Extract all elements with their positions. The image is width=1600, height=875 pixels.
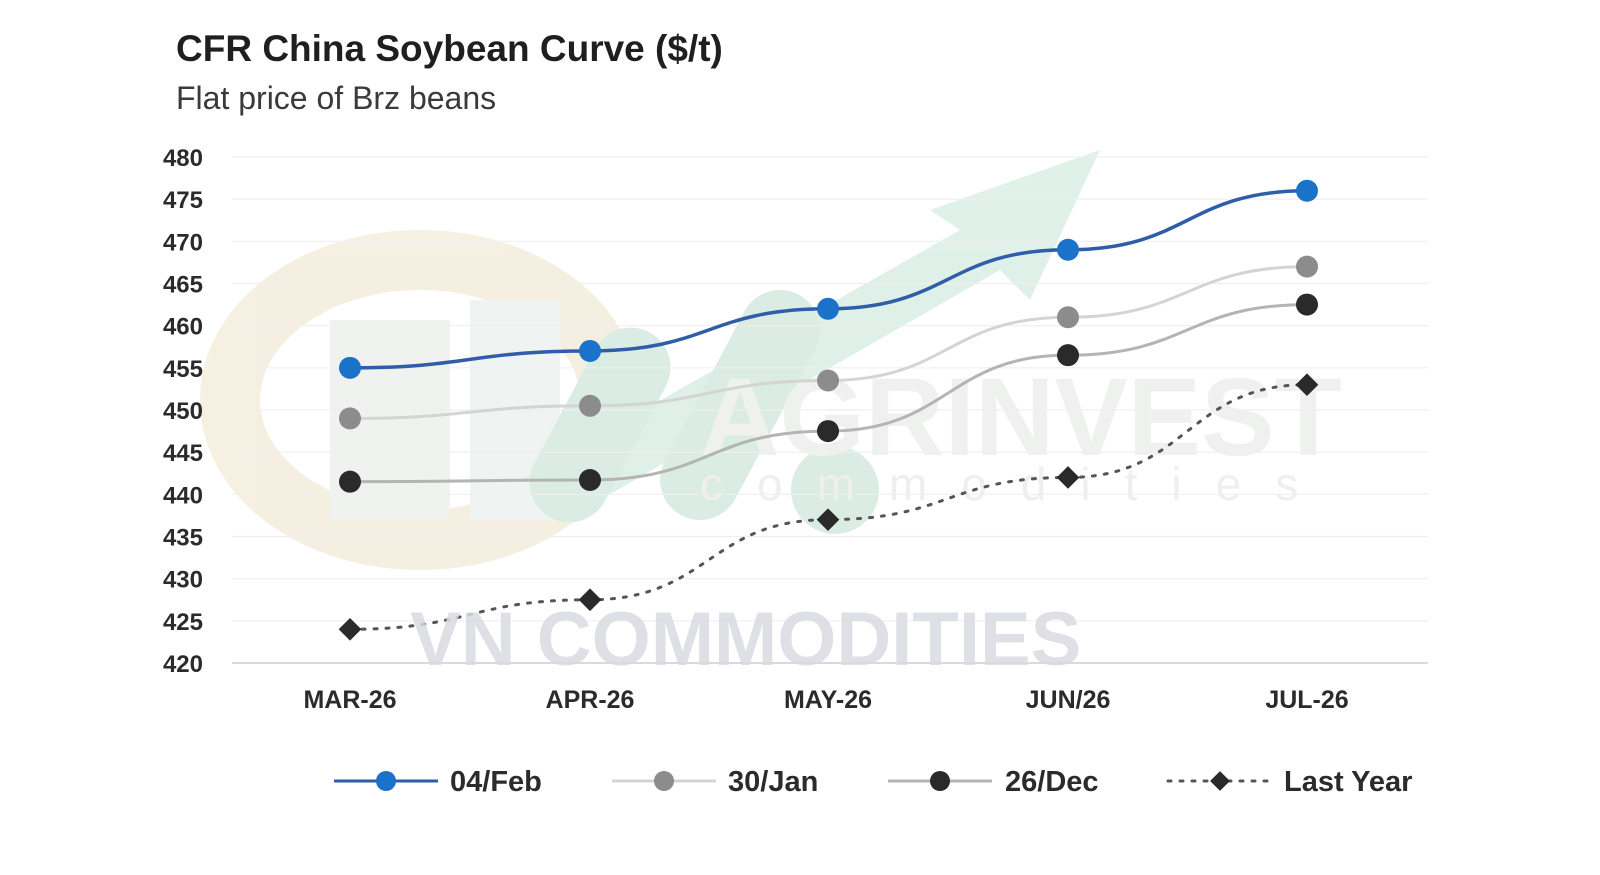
series-26-dec [339, 293, 1318, 493]
data-point [1057, 238, 1079, 261]
y-tick-label: 450 [163, 398, 203, 425]
watermark-dot [791, 446, 879, 534]
series-last-year [338, 373, 1319, 641]
data-point [1057, 306, 1079, 329]
data-point [817, 420, 839, 443]
data-point [579, 468, 601, 491]
series-30-jan [339, 255, 1318, 430]
y-tick-label: 470 [163, 229, 203, 256]
data-point [339, 356, 361, 379]
y-tick-label: 430 [163, 567, 203, 594]
watermark-bar [529, 327, 671, 523]
data-point [1296, 179, 1318, 202]
x-tick-label: MAY-26 [784, 686, 872, 714]
watermark-brand-sub: commodities [700, 458, 1332, 510]
series-04-feb [339, 179, 1318, 379]
legend: 04/Feb 30/Jan 26/Dec Last Year [334, 766, 1412, 798]
y-tick-label: 425 [163, 609, 203, 636]
data-point-diamond [338, 617, 362, 641]
legend-item-last-year: Last Year [1166, 766, 1412, 798]
grid-layer [232, 156, 1428, 664]
legend-item-30-jan: 30/Jan [612, 766, 818, 798]
y-tick-label: 440 [163, 482, 203, 509]
series-line [348, 383, 1309, 631]
data-point [339, 470, 361, 493]
y-tick-label: 435 [163, 525, 203, 552]
legend-item-26-dec: 26/Dec [888, 766, 1099, 798]
legend-marker [930, 771, 950, 791]
x-tick-label: JUL-26 [1265, 686, 1348, 714]
legend-label: 04/Feb [450, 766, 542, 798]
data-point [1296, 255, 1318, 278]
chart-title: CFR China Soybean Curve ($/t) [176, 28, 723, 69]
y-tick-label: 445 [163, 440, 203, 467]
legend-label: 30/Jan [728, 766, 818, 798]
legend-item-04-feb: 04/Feb [334, 766, 542, 798]
watermark-overlay: VN COMMODITIES [410, 597, 1081, 682]
data-point-diamond [578, 588, 602, 612]
watermark-bar [660, 289, 820, 521]
legend-label: Last Year [1284, 766, 1412, 798]
y-tick-label: 420 [163, 651, 203, 678]
x-tick-label: JUN/26 [1026, 686, 1111, 714]
watermark-layer: AGRINVEST commodities [200, 150, 1342, 570]
legend-marker [1210, 771, 1230, 791]
data-point [817, 297, 839, 320]
data-point-diamond [1295, 373, 1319, 397]
x-axis-ticks: MAR-26 APR-26 MAY-26 JUN/26 JUL-26 [303, 686, 1348, 714]
watermark-brand: AGRINVEST [700, 356, 1342, 479]
y-axis-ticks: 420 425 430 435 440 445 450 455 460 465 470 475 480 [163, 145, 203, 678]
y-tick-label: 465 [163, 272, 203, 299]
y-tick-label: 460 [163, 314, 203, 341]
data-point [579, 394, 601, 417]
legend-marker [376, 771, 396, 791]
data-point [1296, 293, 1318, 316]
y-tick-label: 455 [163, 356, 203, 383]
x-tick-label: MAR-26 [303, 686, 396, 714]
data-point [579, 339, 601, 362]
series-layer [338, 179, 1319, 641]
legend-marker [654, 771, 674, 791]
chart-subtitle: Flat price of Brz beans [176, 80, 497, 116]
x-tick-label: APR-26 [546, 686, 635, 714]
data-point-diamond [1056, 466, 1080, 489]
data-point [817, 369, 839, 392]
legend-label: 26/Dec [1005, 766, 1099, 798]
data-point [1057, 344, 1079, 367]
data-point [339, 407, 361, 430]
y-tick-label: 475 [163, 187, 203, 214]
y-tick-label: 480 [163, 145, 203, 172]
